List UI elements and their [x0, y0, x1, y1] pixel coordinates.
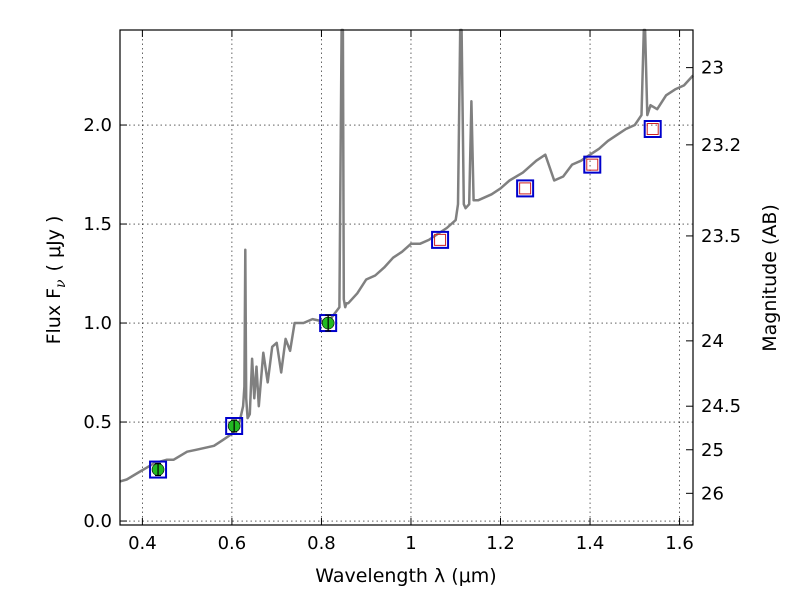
- axis-ticks: 0.4 0.6 0.8 1 1.2 1.4 1.6 0.0 0.5 1.0 1.5 2.0 23 23.2…: [83, 30, 741, 554]
- mag-tick-label: 24.5: [701, 396, 741, 417]
- x-axis-label: Wavelength λ (μm): [315, 565, 496, 587]
- upper-limit-box: [434, 233, 447, 246]
- x-tick-label: 0.8: [307, 533, 336, 554]
- y-tick-label: 0.0: [83, 511, 112, 532]
- spectrum-layer: [119, 28, 694, 483]
- y-axis-label-sub: ν: [53, 279, 69, 288]
- y-tick-label: 1.0: [83, 313, 112, 334]
- model-point-box: [431, 230, 450, 249]
- model-point-box: [149, 460, 168, 479]
- y-tick-label: 0.5: [83, 412, 112, 433]
- x-tick-label: 0.6: [218, 533, 247, 554]
- y-tick-label: 1.5: [83, 214, 112, 235]
- mag-tick-label: 24: [701, 331, 724, 352]
- y-axis-label-right: Magnitude (AB): [759, 204, 781, 352]
- data-points: [149, 120, 662, 479]
- y-axis-label-flux: Flux F: [43, 288, 65, 344]
- upper-limit-box: [519, 182, 532, 195]
- x-tick-label: 1.6: [665, 533, 694, 554]
- x-tick-label: 0.4: [128, 533, 157, 554]
- y-axis-label-unit: ( μJy ): [43, 216, 65, 272]
- upper-limit-box: [646, 123, 659, 135]
- x-tick-label: 1.4: [576, 533, 605, 554]
- mag-tick-label: 23.2: [701, 135, 741, 156]
- model-point-box: [225, 417, 244, 435]
- spectrum-line: [119, 28, 694, 483]
- mag-tick-label: 23: [701, 58, 724, 79]
- mag-tick-label: 26: [701, 483, 724, 504]
- y-tick-label: 2.0: [83, 115, 112, 136]
- plot-frame: [119, 29, 694, 526]
- y-axis-label-left: Flux Fν ( μJy ): [43, 216, 69, 345]
- model-point-box: [583, 155, 602, 174]
- model-point-box: [643, 120, 662, 138]
- model-point-box: [516, 179, 535, 198]
- mag-tick-label: 25: [701, 440, 724, 461]
- mag-tick-label: 23.5: [701, 226, 741, 247]
- upper-limit-box: [586, 158, 599, 171]
- x-tick-label: 1.2: [486, 533, 515, 554]
- x-tick-label: 1: [405, 533, 416, 554]
- grid-lines: [120, 30, 693, 525]
